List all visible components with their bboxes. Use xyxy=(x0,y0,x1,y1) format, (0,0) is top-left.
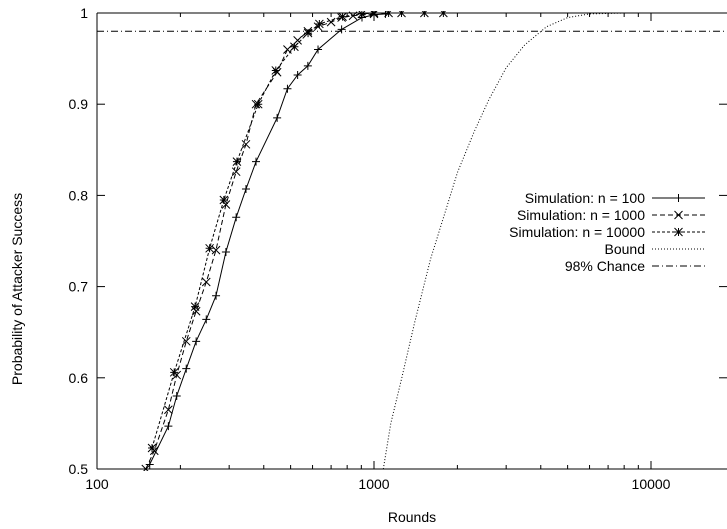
data-point xyxy=(192,337,201,346)
data-point xyxy=(147,443,157,453)
data-point xyxy=(397,11,406,18)
data-point xyxy=(201,277,211,287)
y-tick-label: 0.5 xyxy=(69,461,89,477)
legend-label: Simulation: n = 10000 xyxy=(509,224,645,240)
data-point xyxy=(290,42,299,52)
data-point xyxy=(384,11,393,18)
legend-label: Simulation: n = 1000 xyxy=(517,207,645,223)
legend-entry-4: Bound xyxy=(605,241,705,257)
legend-label: Bound xyxy=(605,241,645,257)
data-point xyxy=(232,213,241,222)
legend-marker xyxy=(674,227,683,237)
legend-entry-5: 98% Chance xyxy=(565,258,705,274)
data-point xyxy=(202,315,211,324)
data-point xyxy=(182,364,191,373)
data-point xyxy=(141,464,151,471)
data-point xyxy=(293,36,302,45)
legend-label: Simulation: n = 100 xyxy=(525,190,645,206)
data-point xyxy=(303,61,312,70)
series-line xyxy=(382,12,727,470)
data-point xyxy=(439,11,448,18)
data-point xyxy=(293,71,302,80)
tick-marks: 0.5 0.6 0.7 0.8 0.9 1 100 1000 10000 xyxy=(69,5,727,492)
series-1 xyxy=(145,11,390,469)
legend-marker xyxy=(674,194,683,202)
y-tick-label: 0.6 xyxy=(69,370,89,386)
y-tick-label: 0.9 xyxy=(69,96,89,112)
data-point xyxy=(357,11,367,19)
data-point xyxy=(205,243,214,253)
x-axis-label: Rounds xyxy=(388,509,436,525)
legend-marker xyxy=(674,210,683,220)
data-point xyxy=(164,405,173,415)
data-point xyxy=(348,11,358,21)
series-line xyxy=(145,13,375,470)
legend-label: 98% Chance xyxy=(565,258,645,274)
data-point xyxy=(190,302,200,312)
y-axis-label: Probability of Attacker Success xyxy=(9,193,25,385)
data-point xyxy=(181,336,191,346)
data-point xyxy=(219,195,229,205)
y-tick-label: 0.8 xyxy=(69,187,89,203)
data-point xyxy=(314,45,323,54)
legend-entry-2: Simulation: n = 1000 xyxy=(517,207,705,223)
data-point xyxy=(271,66,281,75)
data-point xyxy=(338,12,347,22)
data-point xyxy=(315,19,324,29)
data-point xyxy=(252,157,261,166)
data-point xyxy=(221,247,230,256)
data-point xyxy=(283,84,292,93)
x-tick-label: 1000 xyxy=(358,476,389,492)
data-point xyxy=(420,11,429,18)
x-tick-label: 100 xyxy=(85,476,109,492)
legend-entry-3: Simulation: n = 10000 xyxy=(509,224,705,240)
series-line xyxy=(149,13,386,465)
data-point xyxy=(337,25,346,34)
data-point xyxy=(232,157,242,167)
series-2 xyxy=(141,11,379,471)
data-point xyxy=(273,113,282,122)
data-point xyxy=(253,99,263,109)
series-3 xyxy=(147,11,448,453)
series-group xyxy=(97,11,727,471)
data-point xyxy=(369,11,379,18)
data-point xyxy=(211,245,221,255)
y-tick-label: 0.7 xyxy=(69,279,89,295)
data-point xyxy=(241,139,251,149)
data-point xyxy=(169,367,179,377)
data-point xyxy=(303,28,313,38)
y-tick-label: 1 xyxy=(80,5,88,21)
data-point xyxy=(172,392,181,401)
data-point xyxy=(164,422,173,431)
data-point xyxy=(241,185,250,194)
data-point xyxy=(212,291,221,300)
data-point xyxy=(231,167,241,177)
x-tick-label: 10000 xyxy=(632,476,671,492)
series-line xyxy=(151,12,444,449)
legend-entry-1: Simulation: n = 100 xyxy=(525,190,705,206)
series-4 xyxy=(382,12,727,470)
